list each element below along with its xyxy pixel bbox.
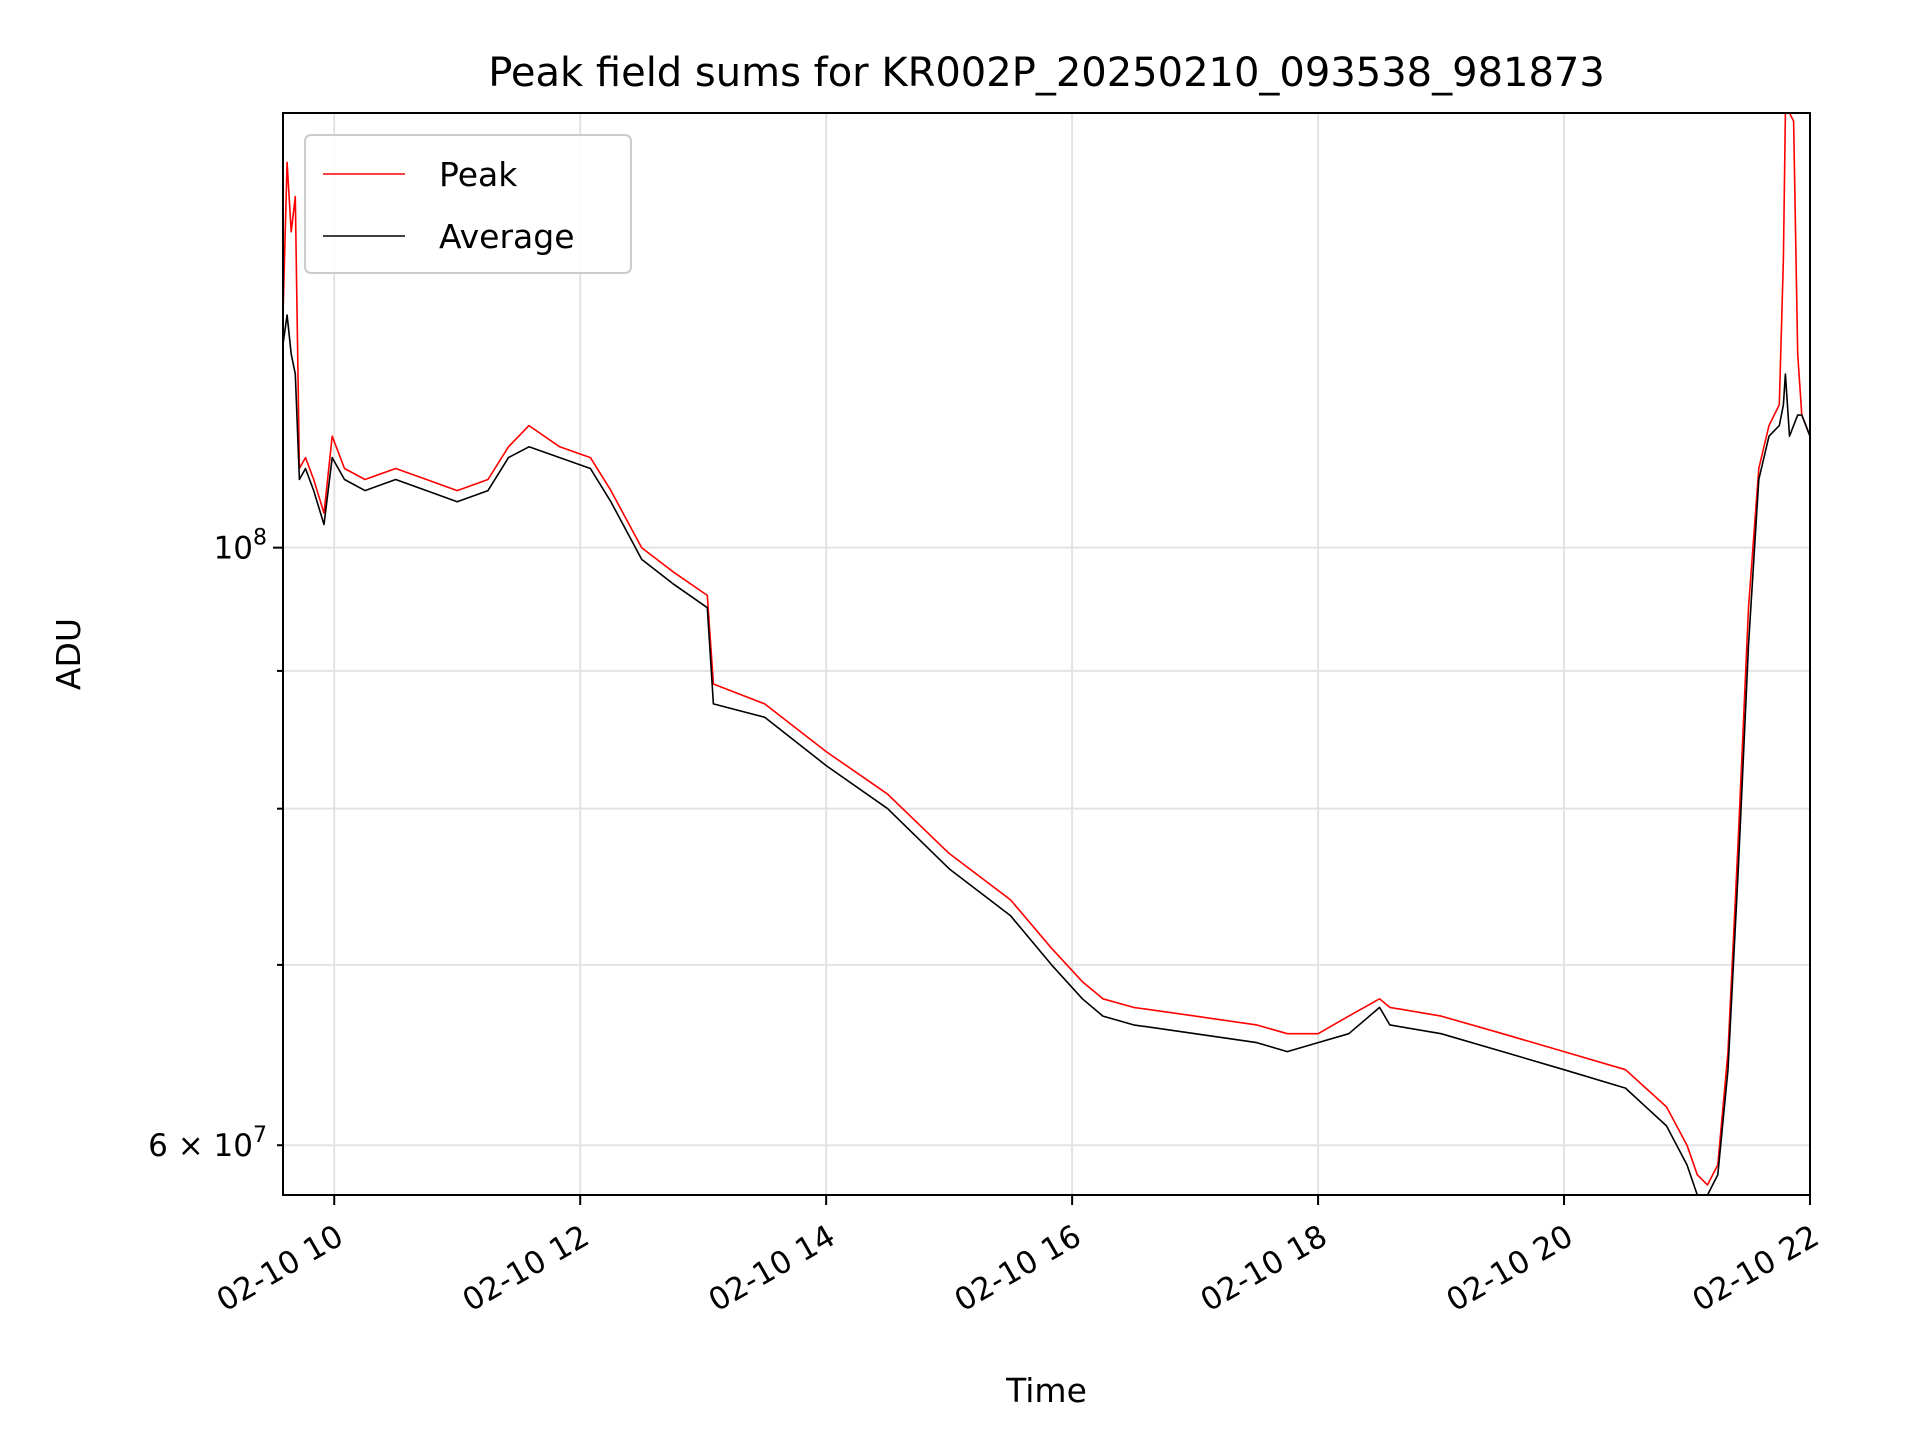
y-tick-label-exponent: 8 [253,526,267,551]
legend-label-peak: Peak [439,155,518,194]
y-minor-tick-label-exponent: 7 [253,1123,267,1148]
y-minor-tick-label: 6 × 107 [148,1123,267,1164]
series-line-average [283,314,1810,1195]
legend-box [304,134,632,274]
y-axis-label: ADU [49,618,88,690]
series-line-peak [283,113,1810,1186]
chart-title: Peak field sums for KR002P_20250210_0935… [488,50,1605,96]
y-minor-tick-label-base: 6 × 10 [148,1128,253,1164]
y-tick-label-base: 10 [214,531,253,567]
grid [283,113,1811,1195]
plot-frame [282,112,1811,1196]
legend-label-average: Average [439,217,575,256]
series-layer [283,113,1810,1195]
legend: Peak Average [304,134,632,274]
y-tick-label: 108 [214,526,267,567]
x-axis-label: Time [1005,1371,1087,1410]
